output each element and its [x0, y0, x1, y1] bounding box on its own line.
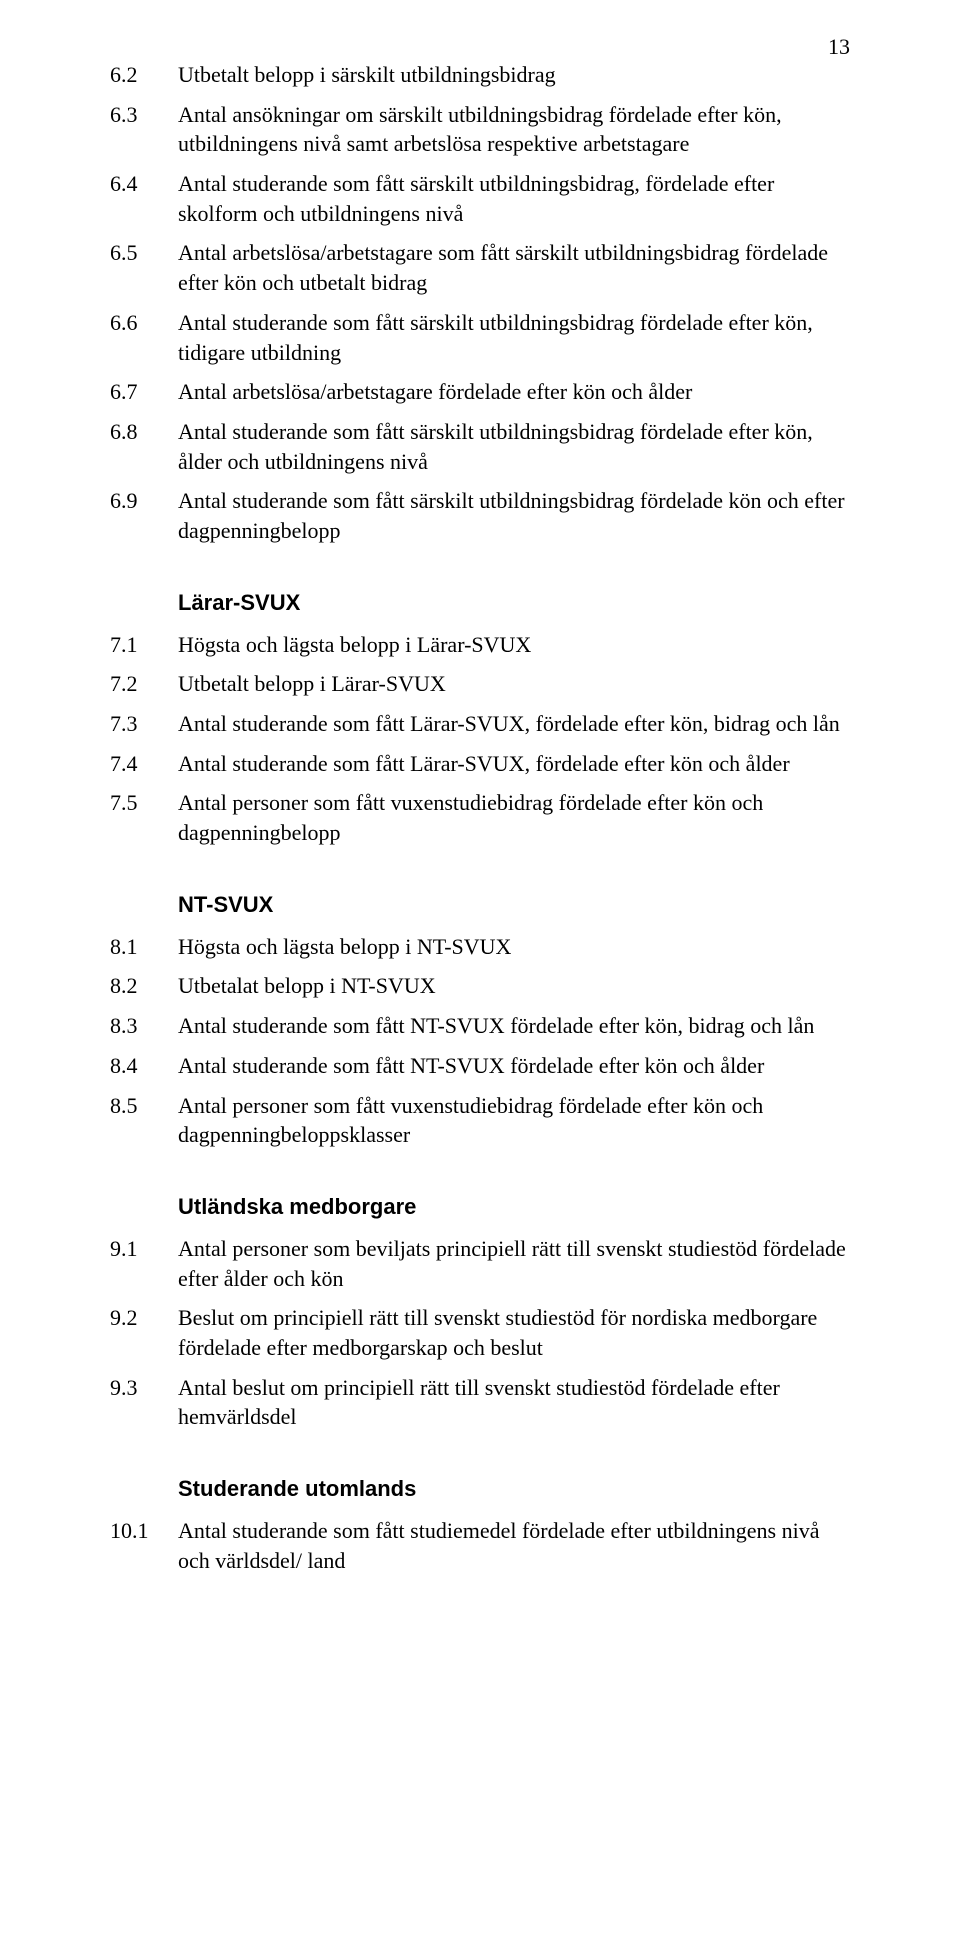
item-text: Antal studerande som fått särskilt utbil…	[178, 308, 850, 367]
heading-spacer	[110, 1194, 178, 1220]
list-item: 10.1 Antal studerande som fått studiemed…	[110, 1516, 850, 1575]
section-heading: Utländska medborgare	[110, 1194, 850, 1220]
item-text: Antal studerande som fått Lärar-SVUX, fö…	[178, 709, 850, 739]
section-larar-svux: Lärar-SVUX 7.1 Högsta och lägsta belopp …	[110, 590, 850, 848]
heading-spacer	[110, 590, 178, 616]
item-text: Utbetalt belopp i särskilt utbildningsbi…	[178, 60, 850, 90]
item-number: 9.2	[110, 1303, 178, 1333]
heading-spacer	[110, 892, 178, 918]
document-page: 13 6.2 Utbetalt belopp i särskilt utbild…	[0, 0, 960, 1945]
item-number: 8.1	[110, 932, 178, 962]
list-item: 6.4 Antal studerande som fått särskilt u…	[110, 169, 850, 228]
item-number: 6.8	[110, 417, 178, 447]
item-text: Antal studerande som fått Lärar-SVUX, fö…	[178, 749, 850, 779]
item-text: Antal ansökningar om särskilt utbildning…	[178, 100, 850, 159]
list-item: 6.5 Antal arbetslösa/arbetstagare som få…	[110, 238, 850, 297]
item-number: 6.9	[110, 486, 178, 516]
list-item: 6.7 Antal arbetslösa/arbetstagare fördel…	[110, 377, 850, 407]
bottom-spacer	[110, 1585, 850, 1615]
list-item: 7.4 Antal studerande som fått Lärar-SVUX…	[110, 749, 850, 779]
item-number: 9.3	[110, 1373, 178, 1403]
section-utlandska: Utländska medborgare 9.1 Antal personer …	[110, 1194, 850, 1432]
item-text: Utbetalat belopp i NT-SVUX	[178, 971, 850, 1001]
item-text: Högsta och lägsta belopp i Lärar-SVUX	[178, 630, 850, 660]
list-item: 6.9 Antal studerande som fått särskilt u…	[110, 486, 850, 545]
list-item: 7.1 Högsta och lägsta belopp i Lärar-SVU…	[110, 630, 850, 660]
item-text: Högsta och lägsta belopp i NT-SVUX	[178, 932, 850, 962]
list-item: 6.6 Antal studerande som fått särskilt u…	[110, 308, 850, 367]
section-first: 6.2 Utbetalt belopp i särskilt utbildnin…	[110, 60, 850, 546]
list-item: 6.2 Utbetalt belopp i särskilt utbildnin…	[110, 60, 850, 90]
item-number: 8.3	[110, 1011, 178, 1041]
list-item: 9.3 Antal beslut om principiell rätt til…	[110, 1373, 850, 1432]
item-number: 6.7	[110, 377, 178, 407]
item-number: 7.3	[110, 709, 178, 739]
item-text: Antal arbetslösa/arbetstagare fördelade …	[178, 377, 850, 407]
item-number: 8.4	[110, 1051, 178, 1081]
item-text: Antal studerande som fått NT-SVUX fördel…	[178, 1011, 850, 1041]
list-item: 7.5 Antal personer som fått vuxenstudieb…	[110, 788, 850, 847]
section-heading: Lärar-SVUX	[110, 590, 850, 616]
item-text: Utbetalt belopp i Lärar-SVUX	[178, 669, 850, 699]
item-number: 7.1	[110, 630, 178, 660]
item-text: Antal studerande som fått särskilt utbil…	[178, 417, 850, 476]
item-number: 7.5	[110, 788, 178, 818]
list-item: 8.5 Antal personer som fått vuxenstudieb…	[110, 1091, 850, 1150]
list-item: 9.2 Beslut om principiell rätt till sven…	[110, 1303, 850, 1362]
item-number: 6.5	[110, 238, 178, 268]
item-text: Antal arbetslösa/arbetstagare som fått s…	[178, 238, 850, 297]
list-item: 8.3 Antal studerande som fått NT-SVUX fö…	[110, 1011, 850, 1041]
list-item: 8.4 Antal studerande som fått NT-SVUX fö…	[110, 1051, 850, 1081]
item-number: 8.5	[110, 1091, 178, 1121]
item-text: Antal personer som fått vuxenstudiebidra…	[178, 788, 850, 847]
section-title: Utländska medborgare	[178, 1194, 416, 1220]
section-title: NT-SVUX	[178, 892, 273, 918]
item-text: Antal personer som fått vuxenstudiebidra…	[178, 1091, 850, 1150]
list-item: 6.8 Antal studerande som fått särskilt u…	[110, 417, 850, 476]
item-number: 6.6	[110, 308, 178, 338]
heading-spacer	[110, 1476, 178, 1502]
item-number: 9.1	[110, 1234, 178, 1264]
item-text: Antal beslut om principiell rätt till sv…	[178, 1373, 850, 1432]
section-title: Studerande utomlands	[178, 1476, 416, 1502]
section-title: Lärar-SVUX	[178, 590, 300, 616]
list-item: 7.3 Antal studerande som fått Lärar-SVUX…	[110, 709, 850, 739]
item-number: 6.2	[110, 60, 178, 90]
section-heading: Studerande utomlands	[110, 1476, 850, 1502]
list-item: 7.2 Utbetalt belopp i Lärar-SVUX	[110, 669, 850, 699]
item-number: 7.2	[110, 669, 178, 699]
item-number: 6.3	[110, 100, 178, 130]
item-number: 7.4	[110, 749, 178, 779]
page-number: 13	[828, 34, 850, 60]
item-number: 6.4	[110, 169, 178, 199]
item-text: Antal studerande som fått särskilt utbil…	[178, 486, 850, 545]
item-text: Antal studerande som fått NT-SVUX fördel…	[178, 1051, 850, 1081]
list-item: 8.1 Högsta och lägsta belopp i NT-SVUX	[110, 932, 850, 962]
list-item: 6.3 Antal ansökningar om särskilt utbild…	[110, 100, 850, 159]
section-heading: NT-SVUX	[110, 892, 850, 918]
section-nt-svux: NT-SVUX 8.1 Högsta och lägsta belopp i N…	[110, 892, 850, 1150]
list-item: 9.1 Antal personer som beviljats princip…	[110, 1234, 850, 1293]
item-number: 10.1	[110, 1516, 178, 1546]
item-text: Beslut om principiell rätt till svenskt …	[178, 1303, 850, 1362]
section-studerande-utomlands: Studerande utomlands 10.1 Antal studeran…	[110, 1476, 850, 1575]
list-item: 8.2 Utbetalat belopp i NT-SVUX	[110, 971, 850, 1001]
item-text: Antal studerande som fått studiemedel fö…	[178, 1516, 850, 1575]
item-text: Antal personer som beviljats principiell…	[178, 1234, 850, 1293]
item-text: Antal studerande som fått särskilt utbil…	[178, 169, 850, 228]
item-number: 8.2	[110, 971, 178, 1001]
